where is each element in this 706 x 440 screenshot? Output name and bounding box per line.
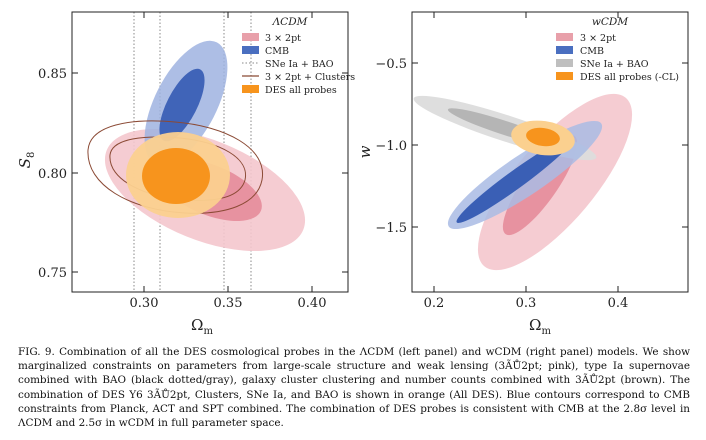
legend-swatch-gray <box>556 59 573 67</box>
x-tick-label: 0.3 <box>516 296 537 311</box>
y-tick-label: −1.5 <box>375 221 407 236</box>
legend-label: SNe Ia + BAO <box>580 59 649 70</box>
legend-label: 3 × 2pt + Clusters <box>265 72 355 83</box>
y-tick-label: −0.5 <box>375 57 407 72</box>
legend-swatch-blue <box>242 46 259 54</box>
y-tick-label: 0.85 <box>38 67 67 82</box>
legend-label: DES all probes (-CL) <box>580 72 679 83</box>
legend-label: 3 × 2pt <box>265 33 301 44</box>
cmb-contour-68 <box>159 68 205 142</box>
y-axis-label: w <box>356 145 374 158</box>
cmb-contour-68 <box>456 137 574 223</box>
x-axis-label: Ωm <box>529 316 551 337</box>
left-panel: 0.30 0.35 0.40 0.85 0.80 0.75 Ωm S8 ΛCDM… <box>16 11 355 337</box>
y-tick-label: 0.80 <box>38 167 67 182</box>
legend-swatch-blue <box>556 46 573 54</box>
x-tick-label: 0.40 <box>298 296 327 311</box>
left-ticks <box>72 12 348 292</box>
y-tick-label: 0.75 <box>38 266 67 281</box>
legend-label: 3 × 2pt <box>580 33 616 44</box>
x-tick-label: 0.30 <box>130 296 159 311</box>
right-legend: wCDM 3 × 2pt CMB SNe Ia + BAO DES all pr… <box>556 16 679 83</box>
y-axis-label: S8 <box>16 152 37 169</box>
legend-label: CMB <box>580 46 604 57</box>
left-axes-frame <box>71 11 349 293</box>
x-tick-label: 0.2 <box>424 296 445 311</box>
legend-swatch-orange <box>556 72 573 80</box>
x-tick-label: 0.4 <box>608 296 629 311</box>
des-all-contour-68 <box>142 148 210 204</box>
figure: 0.30 0.35 0.40 0.85 0.80 0.75 Ωm S8 ΛCDM… <box>16 11 689 337</box>
right-panel: 0.2 0.3 0.4 −0.5 −1.0 −1.5 Ωm w wCDM 3 ×… <box>356 11 689 337</box>
legend-swatch-pink <box>556 33 573 41</box>
legend-label: SNe Ia + BAO <box>265 59 334 70</box>
clusters-contour-95 <box>87 120 264 214</box>
legend-title: wCDM <box>592 16 628 28</box>
legend-title: ΛCDM <box>272 16 308 28</box>
right-ticks <box>412 12 688 292</box>
legend-swatch-pink <box>242 33 259 41</box>
y-tick-label: −1.0 <box>375 139 407 154</box>
x-axis-label: Ωm <box>191 316 213 337</box>
left-legend: ΛCDM 3 × 2pt CMB SNe Ia + BAO 3 × 2pt + … <box>242 16 355 96</box>
legend-label: DES all probes <box>265 85 337 96</box>
right-plot-area <box>413 93 633 271</box>
legend-swatch-orange <box>242 85 259 93</box>
right-axes-frame <box>411 11 689 293</box>
des-all-contour-68 <box>526 127 560 147</box>
left-plot-area <box>87 12 306 292</box>
legend-label: CMB <box>265 46 289 57</box>
figure-caption: FIG. 9. Combination of all the DES cosmo… <box>18 346 690 430</box>
x-tick-label: 0.35 <box>214 296 243 311</box>
